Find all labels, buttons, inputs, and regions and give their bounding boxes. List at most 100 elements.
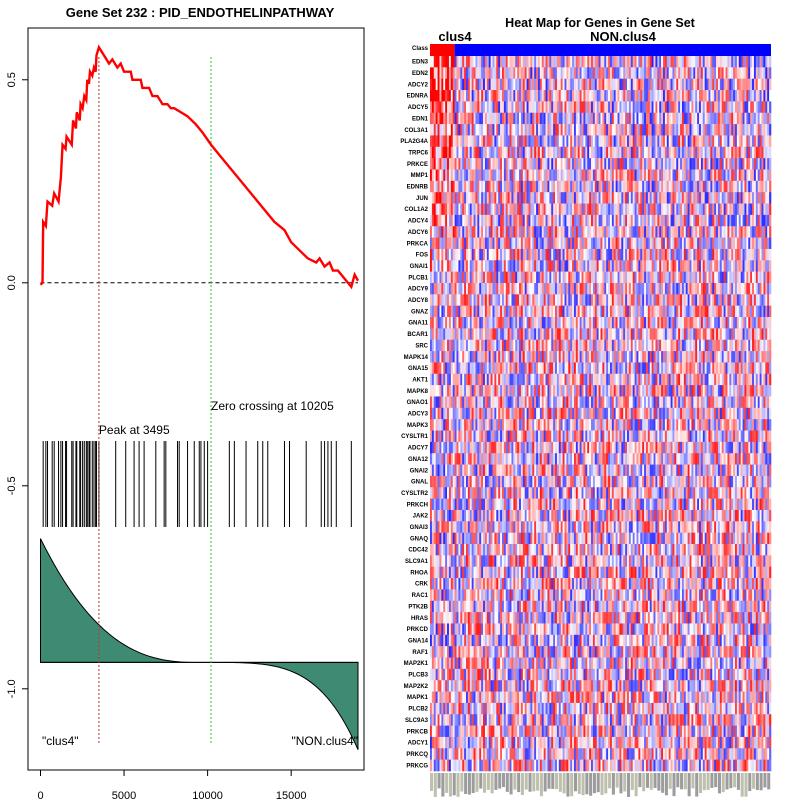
heatmap-cell [430, 67, 433, 79]
heatmap-cell [617, 226, 620, 238]
heatmap-cell [562, 351, 565, 363]
heatmap-cell [615, 282, 618, 295]
heatmap-cell [545, 328, 548, 341]
heatmap-cell [589, 294, 592, 306]
heatmap-cell [693, 294, 696, 306]
heatmap-cell [640, 203, 643, 216]
heatmap-cell [657, 124, 660, 136]
heatmap-cell [714, 271, 717, 284]
heatmap-cell [583, 237, 586, 250]
heatmap-cell [609, 328, 613, 341]
heatmap-cell [744, 146, 747, 159]
heatmap-cell [445, 339, 448, 352]
heatmap-cell [606, 112, 609, 125]
heatmap-cell [507, 328, 510, 341]
heatmap-cell [435, 294, 438, 306]
heatmap-cell [498, 294, 501, 306]
heatmap-cell [469, 78, 472, 91]
heatmap-cell [659, 260, 662, 272]
heatmap-cell [615, 135, 618, 148]
heatmap-cell [670, 305, 673, 318]
heatmap-cell [562, 90, 565, 102]
heatmap-cell [467, 158, 471, 170]
heatmap-cell [733, 351, 736, 363]
heatmap-cell [450, 169, 454, 182]
heatmap-cell [452, 146, 455, 159]
heatmap-cell [549, 260, 552, 272]
heatmap-cell [500, 192, 503, 204]
heatmap-cell [604, 78, 607, 91]
heatmap-cell [575, 237, 579, 250]
heatmap-cell [589, 90, 592, 102]
heatmap-cell [725, 124, 728, 136]
heatmap-cell [630, 192, 633, 204]
heatmap-cell [710, 192, 713, 204]
heatmap-cell [445, 146, 448, 159]
heatmap-cell [619, 351, 622, 363]
heatmap-cell [744, 237, 747, 250]
heatmap-cell [750, 328, 753, 341]
heatmap-cell [640, 146, 643, 159]
heatmap-cell [727, 169, 730, 182]
heatmap-cell [611, 169, 615, 182]
heatmap-cell [619, 237, 622, 250]
heatmap-cell [687, 328, 690, 341]
heatmap-cell [683, 226, 687, 238]
heatmap-cell [685, 237, 688, 250]
heatmap-cell [532, 112, 535, 125]
heatmap-cell [678, 67, 681, 79]
heatmap-cell [577, 282, 580, 295]
heatmap-cell [467, 180, 471, 193]
heatmap-cell [591, 112, 594, 125]
heatmap-cell [738, 294, 741, 306]
heatmap-cell [536, 328, 539, 341]
heatmap-cell [721, 282, 724, 295]
heatmap-cell [452, 78, 455, 91]
heatmap-cell [628, 282, 632, 295]
heatmap-cell [577, 317, 580, 329]
heatmap-cell [708, 305, 711, 318]
heatmap-cell [621, 260, 624, 272]
heatmap-cell [717, 271, 721, 284]
heatmap-cell [589, 237, 592, 250]
heatmap-cell [704, 146, 707, 159]
heatmap-cell [733, 56, 736, 68]
heatmap-cell [664, 192, 668, 204]
heatmap-cell [644, 282, 647, 295]
y-tick-label: -0.5 [6, 476, 18, 495]
heatmap-cell [721, 180, 724, 193]
heatmap-cell [433, 282, 436, 295]
heatmap-cell [448, 124, 452, 136]
heatmap-cell [587, 351, 590, 363]
heatmap-cell [539, 101, 543, 114]
heatmap-cell [663, 158, 666, 170]
heatmap-cell [717, 305, 721, 318]
heatmap-cell [560, 351, 563, 363]
heatmap-cell [496, 214, 499, 227]
heatmap-cell [717, 146, 721, 159]
heatmap-cell [600, 135, 603, 148]
heatmap-cell [608, 214, 611, 227]
heatmap-cell [752, 112, 755, 125]
heatmap-cell [450, 339, 454, 352]
heatmap-cell [465, 169, 469, 182]
heatmap-cell [693, 78, 696, 91]
heatmap-cell [627, 124, 630, 136]
heatmap-cell [513, 226, 516, 238]
heatmap-cell [742, 305, 745, 318]
heatmap-cell [674, 169, 677, 182]
heatmap-cell [488, 237, 491, 250]
heatmap-cell [509, 271, 512, 284]
heatmap-cell [630, 339, 633, 352]
heatmap-cell [708, 226, 711, 238]
heatmap-cell [473, 101, 476, 114]
heatmap-cell [702, 67, 705, 79]
heatmap-cell [704, 158, 707, 170]
heatmap-cell [647, 124, 651, 136]
heatmap-cell [511, 146, 514, 159]
heatmap-cell [738, 214, 741, 227]
heatmap-cell [653, 282, 656, 295]
heatmap-cell [443, 362, 446, 375]
heatmap-cell [549, 226, 552, 238]
heatmap-cell [761, 282, 764, 295]
